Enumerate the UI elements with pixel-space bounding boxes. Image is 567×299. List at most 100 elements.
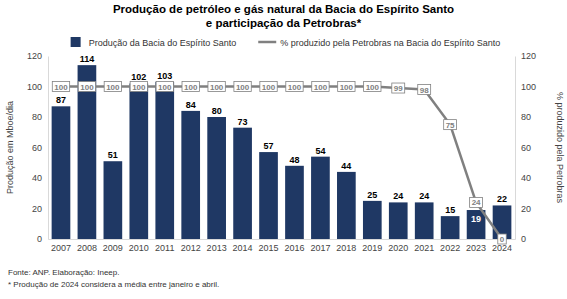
line-label-box xyxy=(208,82,225,92)
tick: 120 xyxy=(515,51,536,61)
bar xyxy=(233,128,252,239)
line-label-text: 100 xyxy=(210,83,224,92)
bar-label: 80 xyxy=(212,106,222,116)
tick-label: 0 xyxy=(521,234,526,244)
tick-label: 2011 xyxy=(155,243,174,253)
tick: 60 xyxy=(32,143,48,153)
line-label: 100 xyxy=(260,82,277,92)
line-label: 100 xyxy=(234,82,251,92)
line-label-text: 100 xyxy=(132,83,146,92)
line-label-box xyxy=(312,82,329,92)
tick: 2011 xyxy=(155,239,174,253)
tick: 2010 xyxy=(129,239,149,253)
line-label: 100 xyxy=(312,82,329,92)
line-label-box xyxy=(260,82,277,92)
line-label: 100 xyxy=(208,82,225,92)
line-label-text: 100 xyxy=(366,83,380,92)
bar-label: 24 xyxy=(419,191,429,201)
bar xyxy=(363,201,382,239)
line-label-box xyxy=(234,82,251,92)
bar xyxy=(389,202,408,239)
data-labels: 8711451102103848073574854442524241519221… xyxy=(52,54,507,244)
line-label-box xyxy=(470,197,483,207)
line-label: 100 xyxy=(78,82,95,92)
tick-label: 2016 xyxy=(284,243,304,253)
line-label-text: 100 xyxy=(236,83,250,92)
tick: 2023 xyxy=(466,239,486,253)
bar xyxy=(207,117,226,239)
tick: 2015 xyxy=(259,239,279,253)
tick-label: 2024 xyxy=(492,243,512,253)
line xyxy=(61,87,502,240)
tick: 2020 xyxy=(388,239,408,253)
tick: 2007 xyxy=(51,239,71,253)
tick-label: 2021 xyxy=(414,243,434,253)
bar xyxy=(181,111,200,239)
tick: 2018 xyxy=(336,239,356,253)
line-label: 100 xyxy=(130,82,147,92)
tick: 80 xyxy=(32,112,48,122)
bar-label: 87 xyxy=(56,95,66,105)
bar-label: 19 xyxy=(471,214,481,224)
line-label-box xyxy=(182,82,199,92)
tick: 2014 xyxy=(233,239,253,253)
y-axis-title: Produção em Mboe/dia xyxy=(5,101,15,194)
legend-swatch xyxy=(258,41,276,44)
line-label-box xyxy=(78,82,95,92)
line-label: 100 xyxy=(182,82,199,92)
bar-label: 73 xyxy=(238,117,248,127)
bar xyxy=(259,152,278,239)
line-label-text: 100 xyxy=(314,83,328,92)
tick: 60 xyxy=(515,143,531,153)
legend-label: % produzido pela Petrobras na Bacia do E… xyxy=(280,38,500,48)
footnote: Fonte: ANP. Elaboração: Ineep. xyxy=(8,268,119,277)
line-label-text: 100 xyxy=(340,83,354,92)
tick: 2016 xyxy=(284,239,304,253)
line-label-text: 100 xyxy=(288,83,302,92)
legend-label: Produção da Bacia do Espírito Santo xyxy=(89,38,237,48)
bar xyxy=(285,166,304,239)
tick-label: 2009 xyxy=(103,243,123,253)
line-label: 100 xyxy=(52,82,69,92)
bar xyxy=(337,172,356,239)
bar-label: 44 xyxy=(341,161,351,171)
line-label-box xyxy=(104,82,121,92)
tick: 20 xyxy=(32,204,48,214)
bar-label: 48 xyxy=(289,155,299,165)
footnote: * Produção de 2024 considera a média ent… xyxy=(8,280,219,289)
line-label-box xyxy=(156,82,173,92)
line-label-text: 24 xyxy=(472,198,481,207)
line-label-box xyxy=(498,234,506,244)
tick-label: 0 xyxy=(37,234,42,244)
line-label-text: 0 xyxy=(500,235,505,244)
bar xyxy=(78,65,97,239)
tick: 2021 xyxy=(414,239,434,253)
tick-label: 2012 xyxy=(181,243,201,253)
tick: 20 xyxy=(515,204,531,214)
tick-label: 100 xyxy=(27,82,42,92)
line-label-box xyxy=(444,120,457,130)
tick-label: 120 xyxy=(27,51,42,61)
line-label-box xyxy=(130,82,147,92)
tick-label: 2014 xyxy=(233,243,253,253)
tick: 2013 xyxy=(207,239,227,253)
tick: 40 xyxy=(515,173,531,183)
tick-label: 2018 xyxy=(336,243,356,253)
bar xyxy=(441,216,460,239)
tick: 2012 xyxy=(181,239,201,253)
line-label-text: 100 xyxy=(158,83,172,92)
bar-label: 54 xyxy=(315,146,325,156)
line-label: 100 xyxy=(104,82,121,92)
tick-label: 2015 xyxy=(259,243,279,253)
line-label: 100 xyxy=(286,82,303,92)
tick: 40 xyxy=(32,173,48,183)
tick-label: 60 xyxy=(521,143,531,153)
bar-label: 102 xyxy=(131,72,146,82)
y2-axis-title: % produzido pela Petrobras xyxy=(555,92,565,204)
line-label-box xyxy=(286,82,303,92)
tick: 100 xyxy=(27,82,48,92)
line-label: 24 xyxy=(470,197,483,207)
tick-label: 20 xyxy=(521,204,531,214)
line-label-text: 100 xyxy=(80,83,94,92)
tick-label: 80 xyxy=(521,112,531,122)
